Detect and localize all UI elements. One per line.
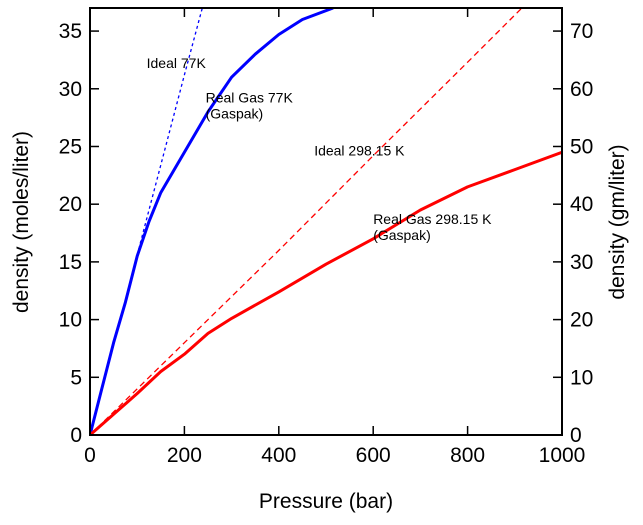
y-left-tick-label: 5 xyxy=(70,366,82,389)
y-right-tick-label: 10 xyxy=(570,366,593,389)
y-left-tick-label: 10 xyxy=(59,309,82,332)
y-left-tick-label: 20 xyxy=(59,193,82,216)
y-left-tick-label: 35 xyxy=(59,20,82,43)
y-right-tick-label: 50 xyxy=(570,135,593,158)
series-ideal298-line xyxy=(90,8,523,435)
y-right-tick-label: 30 xyxy=(570,251,593,274)
y-left-tick-label: 15 xyxy=(59,251,82,274)
x-tick-label: 1000 xyxy=(539,444,586,467)
y-right-tick-label: 0 xyxy=(570,424,582,447)
x-axis-title: Pressure (bar) xyxy=(259,490,393,513)
y-left-tick-label: 0 xyxy=(70,424,82,447)
annotation-a3: Ideal 298.15 K xyxy=(314,143,405,159)
plot-frame xyxy=(89,7,563,436)
ticks-layer: 0 200 400 600 800 100005101520253035010203040… xyxy=(59,8,593,467)
y-right-tick-label: 60 xyxy=(570,78,593,101)
series-real77-line xyxy=(90,8,334,435)
annotations-layer: Ideal 77K Real Gas 77K (Gaspak) Ideal 298.1… xyxy=(147,55,493,243)
series-real298-line xyxy=(90,150,562,435)
y-axis-left-title: density (moles/liter) xyxy=(10,131,33,313)
y-right-tick-label: 20 xyxy=(570,309,593,332)
annotation-a4: Real Gas 298.15 K (Gaspak) xyxy=(373,211,492,243)
y-left-tick-label: 25 xyxy=(59,135,82,158)
y-left-tick-label: 30 xyxy=(59,78,82,101)
x-tick-label: 800 xyxy=(450,444,485,467)
y-right-tick-label: 70 xyxy=(570,20,593,43)
x-tick-label: 0 xyxy=(84,444,96,467)
x-tick-label: 200 xyxy=(167,444,202,467)
y-axis-right-title: density (gm/liter) xyxy=(606,144,629,299)
annotation-a1: Ideal 77K xyxy=(147,55,207,71)
series-layer xyxy=(90,8,562,435)
x-tick-label: 600 xyxy=(356,444,391,467)
annotation-a2: Real Gas 77K (Gaspak) xyxy=(206,90,294,122)
x-tick-label: 400 xyxy=(261,444,296,467)
y-right-tick-label: 40 xyxy=(570,193,593,216)
